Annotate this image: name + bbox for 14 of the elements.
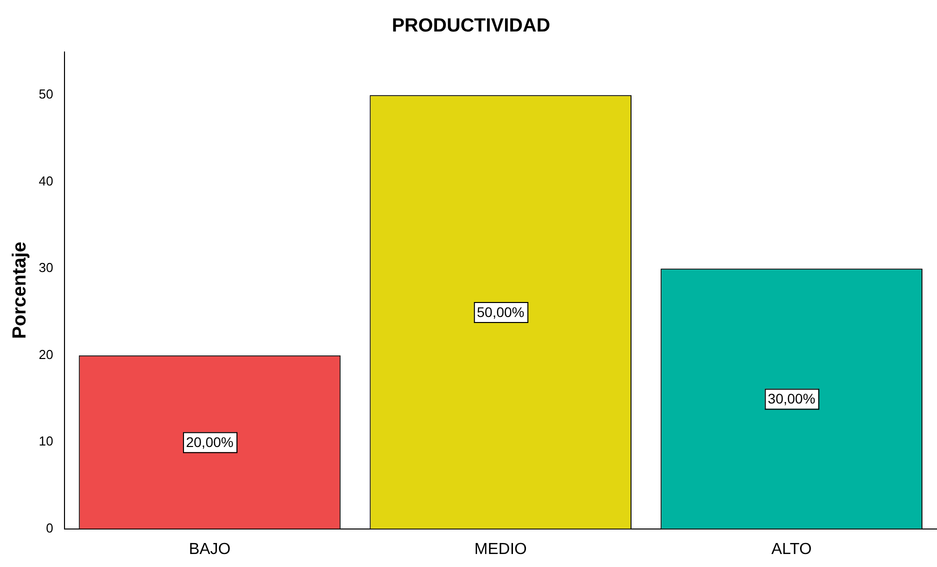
y-axis-title: Porcentaje — [10, 242, 31, 339]
x-tick-label: ALTO — [771, 540, 812, 558]
y-tick-label: 30 — [38, 260, 54, 276]
x-tick-label: BAJO — [188, 540, 231, 558]
y-tick-label: 50 — [38, 86, 54, 102]
data-label: 50,00% — [476, 304, 524, 320]
y-tick-label: 40 — [38, 173, 54, 188]
y-tick-label: 20 — [38, 346, 54, 362]
y-tick-label: 0 — [46, 520, 54, 536]
data-label: 30,00% — [768, 390, 816, 407]
x-tick-label: MEDIO — [474, 540, 527, 558]
chart-title: PRODUCTIVIDAD — [392, 16, 550, 37]
data-label: 20,00% — [186, 434, 234, 450]
y-tick-label: 10 — [38, 434, 54, 449]
